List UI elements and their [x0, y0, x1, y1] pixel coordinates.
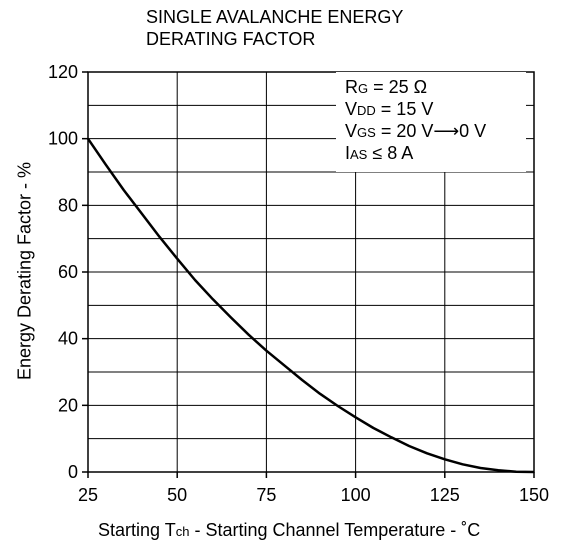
- condition-line: VGS = 20 V⟶0 V: [345, 121, 486, 143]
- condition-subscript: AS: [350, 147, 368, 162]
- x-axis-label-sub: ch: [175, 524, 190, 539]
- condition-value: ≤ 8 A: [367, 143, 414, 163]
- condition-symbol: I: [345, 143, 351, 163]
- condition-line: VDD = 15 V: [345, 99, 433, 121]
- x-axis-label: Starting Tch - Starting Channel Temperat…: [98, 520, 480, 541]
- x-axis-label-pre: Starting T: [98, 520, 176, 540]
- condition-line: IAS ≤ 8 A: [345, 143, 413, 165]
- y-tick-label: 20: [58, 395, 78, 415]
- condition-subscript: GS: [357, 125, 376, 140]
- chart-title-line-2: DERATING FACTOR: [146, 29, 316, 49]
- x-tick-label: 150: [519, 485, 549, 505]
- condition-value: = 15 V: [375, 99, 434, 119]
- series-layer: [86, 137, 535, 474]
- y-tick-label: 40: [58, 329, 78, 349]
- y-tick-label: 80: [58, 195, 78, 215]
- condition-line: RG = 25 Ω: [345, 77, 427, 99]
- y-tick-label: 100: [48, 129, 78, 149]
- condition-subscript: DD: [357, 103, 376, 118]
- conditions-box: [336, 72, 526, 172]
- x-tick-label: 75: [256, 485, 276, 505]
- x-tick-label: 50: [167, 485, 187, 505]
- condition-symbol: V: [345, 121, 358, 141]
- condition-value: = 20 V⟶0 V: [375, 121, 487, 141]
- derating-curve: [86, 137, 535, 474]
- y-tick-label: 120: [48, 62, 78, 82]
- y-axis-label: Energy Derating Factor - %: [14, 161, 35, 381]
- y-tick-label: 60: [58, 262, 78, 282]
- condition-symbol: R: [345, 77, 358, 97]
- x-axis-label-post: - Starting Channel Temperature - ˚C: [189, 520, 481, 540]
- condition-subscript: G: [358, 81, 369, 96]
- x-tick-label: 25: [78, 485, 98, 505]
- x-tick-label: 100: [341, 485, 371, 505]
- x-tick-label: 125: [430, 485, 460, 505]
- y-tick-label: 0: [68, 462, 78, 482]
- plot-frame: [87, 71, 535, 473]
- condition-value: = 25 Ω: [368, 77, 428, 97]
- condition-symbol: V: [345, 99, 358, 119]
- tick-labels: 0 20 40 60 80 100 120 25 50 75 100 125 150: [48, 62, 549, 505]
- chart-title-line-1: SINGLE AVALANCHE ENERGY: [146, 7, 404, 27]
